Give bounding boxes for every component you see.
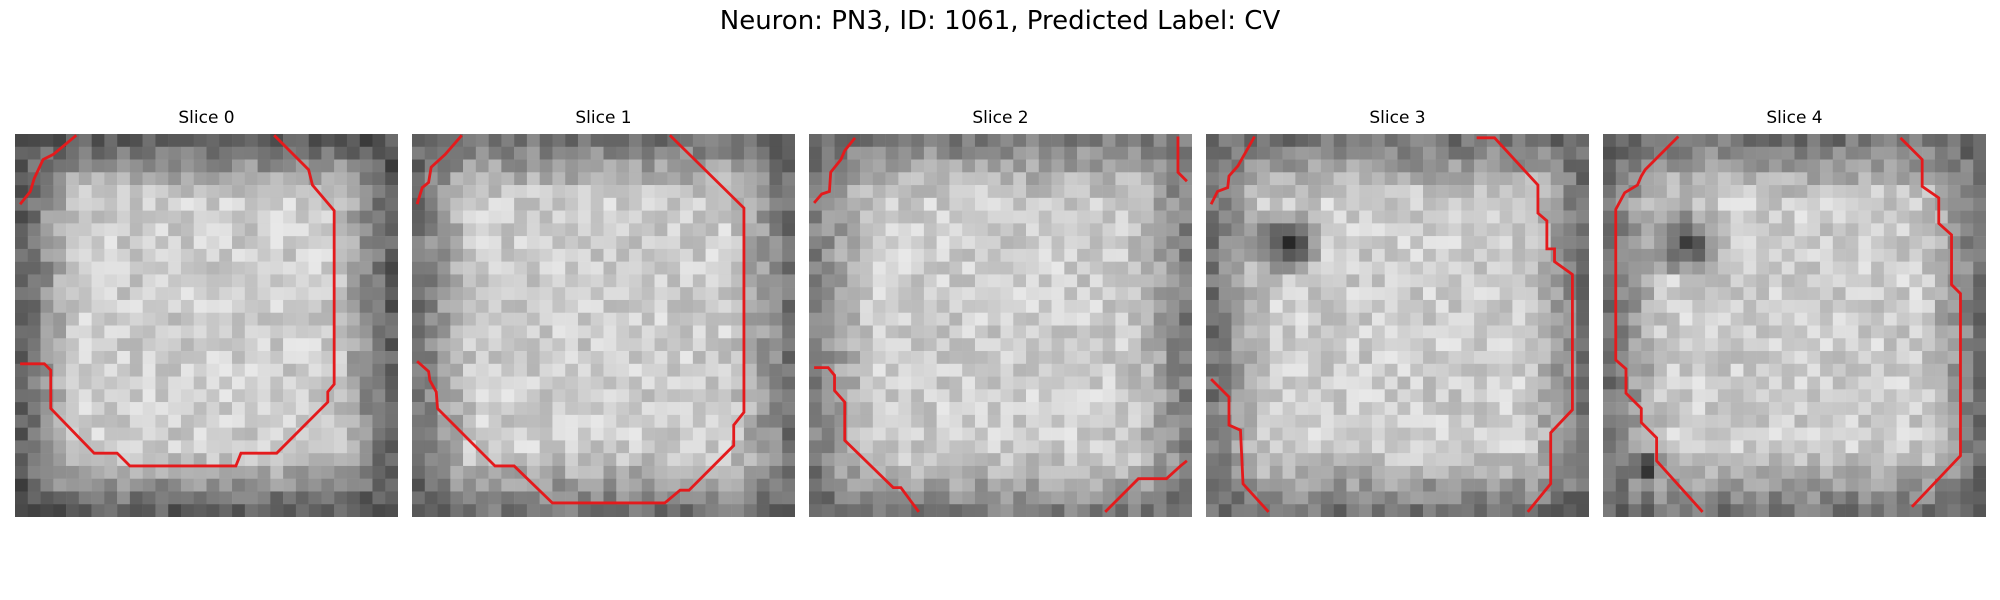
slice-title: Slice 4 bbox=[1766, 108, 1823, 128]
segmentation-contour bbox=[1899, 136, 1962, 508]
segmentation-contour bbox=[416, 134, 746, 505]
pixel-grid bbox=[15, 134, 398, 517]
slice-image bbox=[1206, 134, 1589, 517]
segmentation-contour bbox=[1104, 459, 1188, 513]
slice-image bbox=[15, 134, 398, 517]
pixel-grid bbox=[1206, 134, 1589, 517]
segmentation-contour bbox=[1209, 135, 1256, 205]
slice-image bbox=[809, 134, 1192, 517]
segmentation-contour bbox=[813, 136, 857, 204]
slice-image bbox=[412, 134, 795, 517]
segmentation-contour bbox=[1614, 135, 1704, 513]
segmentation-contour bbox=[1476, 136, 1574, 513]
segmentation-contour bbox=[1176, 136, 1188, 183]
segmentation-contour bbox=[1210, 378, 1270, 513]
slice-title: Slice 2 bbox=[972, 108, 1029, 128]
slice-image bbox=[1603, 134, 1986, 517]
segmentation-contour bbox=[415, 134, 463, 205]
pixel-grid bbox=[412, 134, 795, 517]
segmentation-contour bbox=[814, 366, 920, 513]
slice-title: Slice 0 bbox=[178, 108, 235, 128]
pixel-grid bbox=[1603, 134, 1986, 517]
slice-title: Slice 3 bbox=[1369, 108, 1426, 128]
pixel-grid bbox=[809, 134, 1192, 517]
slice-title: Slice 1 bbox=[575, 108, 632, 128]
segmentation-contour bbox=[20, 134, 336, 468]
figure-title: Neuron: PN3, ID: 1061, Predicted Label: … bbox=[719, 6, 1281, 36]
segmentation-contour bbox=[19, 134, 78, 206]
